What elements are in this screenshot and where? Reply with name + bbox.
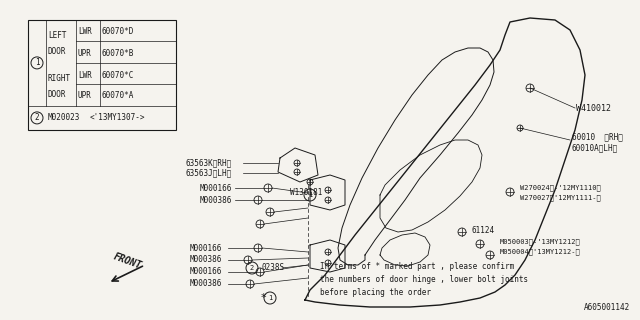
Text: M000386: M000386 (190, 279, 222, 289)
Text: 60070*A: 60070*A (102, 92, 134, 100)
Text: 60070*D: 60070*D (102, 27, 134, 36)
Text: 60070*B: 60070*B (102, 49, 134, 58)
Text: FRONT: FRONT (113, 251, 143, 271)
Text: 1: 1 (35, 59, 39, 68)
Text: DOOR: DOOR (48, 90, 67, 99)
Text: 2: 2 (250, 265, 254, 271)
Text: 1: 1 (308, 192, 312, 198)
Text: W270027〈'12MY1111-〉: W270027〈'12MY1111-〉 (520, 195, 601, 201)
Text: M050003〈-'13MY1212〉: M050003〈-'13MY1212〉 (500, 239, 580, 245)
Text: W410012: W410012 (576, 103, 611, 113)
Text: M020023: M020023 (48, 113, 81, 123)
Text: 61124: 61124 (472, 226, 495, 235)
Text: M000166: M000166 (190, 244, 222, 252)
Text: M000166: M000166 (200, 183, 232, 193)
Text: RIGHT: RIGHT (48, 74, 71, 83)
Text: M000386: M000386 (190, 255, 222, 265)
Text: M050004〈'13MY1212-〉: M050004〈'13MY1212-〉 (500, 249, 580, 255)
Text: 1: 1 (268, 295, 272, 301)
Text: 60010  〈RH〉: 60010 〈RH〉 (572, 132, 623, 141)
Text: W130181: W130181 (290, 188, 323, 196)
Text: UPR: UPR (78, 49, 92, 58)
Text: <'13MY1307->: <'13MY1307-> (90, 113, 145, 123)
Text: M000386: M000386 (200, 196, 232, 204)
Text: 2: 2 (35, 113, 39, 123)
Text: UPR: UPR (78, 92, 92, 100)
Text: A605001142: A605001142 (584, 303, 630, 312)
Text: DOOR: DOOR (48, 47, 67, 56)
Text: In terms of * marked part , please confirm
the numbers of door hinge , lower bol: In terms of * marked part , please confi… (320, 262, 528, 297)
Text: 63563J〈LH〉: 63563J〈LH〉 (185, 169, 231, 178)
Text: 60070*C: 60070*C (102, 70, 134, 79)
Text: 60010A〈LH〉: 60010A〈LH〉 (572, 143, 618, 153)
Text: LWR: LWR (78, 27, 92, 36)
Text: 0238S: 0238S (262, 263, 285, 273)
Text: M000166: M000166 (190, 268, 222, 276)
Text: LWR: LWR (78, 70, 92, 79)
Text: W270024〈-'12MY1110〉: W270024〈-'12MY1110〉 (520, 185, 601, 191)
Text: 63563K〈RH〉: 63563K〈RH〉 (185, 158, 231, 167)
Bar (28, 20, 176, 130)
Text: LEFT: LEFT (48, 31, 67, 40)
Text: *: * (260, 293, 266, 303)
